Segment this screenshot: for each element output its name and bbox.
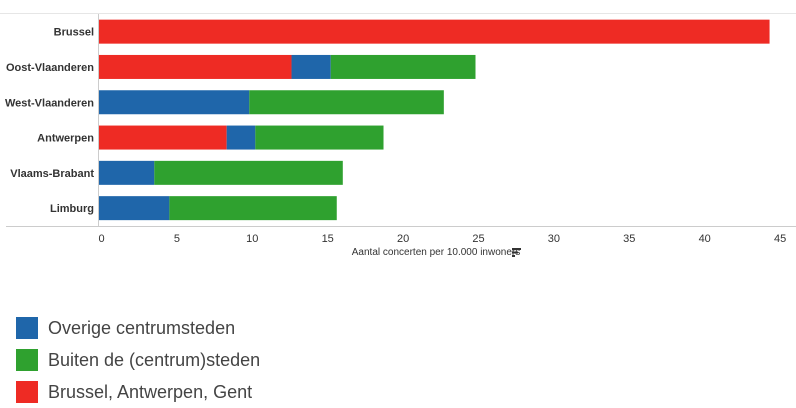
legend-swatch (16, 317, 38, 339)
category-label-brussel: Brussel (54, 27, 94, 39)
bars-group (98, 19, 770, 221)
bar-antwerpen-overige-centrumsteden[interactable] (226, 125, 256, 150)
x-tick-labels: 0 5 10 15 20 25 30 35 40 45 (98, 233, 786, 245)
bar-vlaams-brabant-buiten-de-centrum-steden[interactable] (154, 160, 343, 185)
legend-item-overige[interactable]: Overige centrumsteden (16, 312, 260, 344)
x-tick-label: 0 (98, 233, 104, 245)
x-tick-label: 25 (472, 233, 484, 245)
x-tick-label: 45 (774, 233, 786, 245)
category-label-oost-vlaanderen: Oost-Vlaanderen (6, 62, 94, 74)
bar-antwerpen-brussel-antwerpen-gent[interactable] (98, 125, 227, 150)
sort-icon[interactable] (512, 248, 521, 257)
category-labels: Brussel Oost-Vlaanderen West-Vlaanderen Ant… (5, 27, 94, 215)
legend-label: Brussel, Antwerpen, Gent (48, 381, 253, 402)
category-label-antwerpen: Antwerpen (37, 133, 94, 145)
bar-west-vlaanderen-buiten-de-centrum-steden[interactable] (249, 90, 444, 115)
bar-antwerpen-buiten-de-centrum-steden[interactable] (255, 125, 384, 150)
legend-item-brussel-antwerpen-gent[interactable]: Brussel, Antwerpen, Gent (16, 376, 260, 408)
category-label-west-vlaanderen: West-Vlaanderen (5, 97, 94, 109)
legend-swatch (16, 381, 38, 403)
x-tick-label: 15 (322, 233, 334, 245)
x-tick-label: 30 (548, 233, 560, 245)
legend-item-buiten[interactable]: Buiten de (centrum)steden (16, 344, 260, 376)
bar-limburg-overige-centrumsteden[interactable] (98, 196, 170, 221)
bar-brussel-brussel-antwerpen-gent[interactable] (98, 19, 770, 44)
x-tick-label: 35 (623, 233, 635, 245)
bar-oost-vlaanderen-buiten-de-centrum-steden[interactable] (330, 54, 476, 79)
bar-oost-vlaanderen-brussel-antwerpen-gent[interactable] (98, 54, 292, 79)
category-label-vlaams-brabant: Vlaams-Brabant (10, 168, 94, 180)
legend-swatch (16, 349, 38, 371)
bar-west-vlaanderen-overige-centrumsteden[interactable] (98, 90, 250, 115)
bar-oost-vlaanderen-overige-centrumsteden[interactable] (291, 54, 331, 79)
bar-limburg-buiten-de-centrum-steden[interactable] (169, 196, 337, 221)
x-tick-label: 20 (397, 233, 409, 245)
bar-chart: Brussel Oost-Vlaanderen West-Vlaanderen Ant… (0, 13, 796, 258)
x-tick-label: 10 (246, 233, 258, 245)
legend: Overige centrumsteden Buiten de (centrum… (16, 312, 260, 408)
bar-vlaams-brabant-overige-centrumsteden[interactable] (98, 160, 155, 185)
legend-label: Buiten de (centrum)steden (48, 349, 261, 370)
x-tick-label: 5 (174, 233, 180, 245)
x-axis-title: Aantal concerten per 10.000 inwoners (352, 247, 520, 258)
x-tick-label: 40 (699, 233, 711, 245)
legend-label: Overige centrumsteden (48, 317, 236, 338)
category-label-limburg: Limburg (50, 203, 94, 215)
